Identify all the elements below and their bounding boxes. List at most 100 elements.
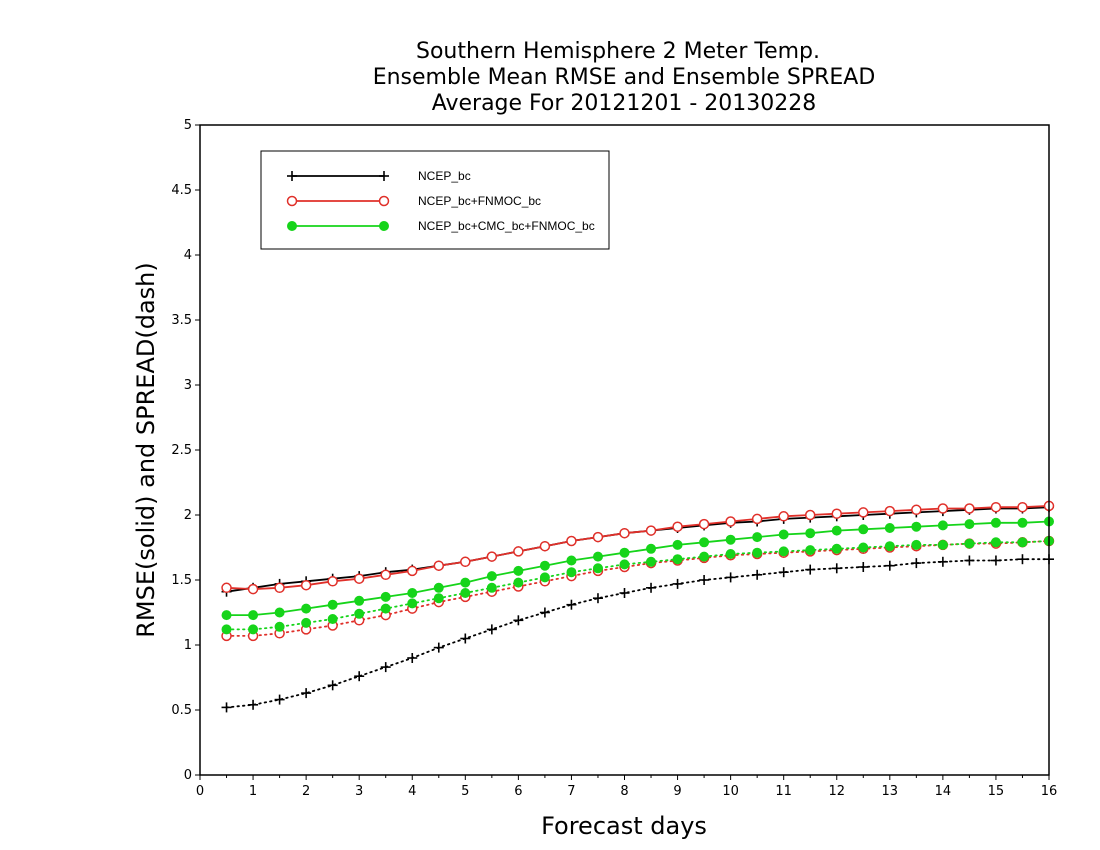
- spread-point: [221, 702, 232, 713]
- rmse-point: [327, 599, 338, 610]
- rmse-point: [858, 507, 869, 518]
- y-tick-label: 2: [184, 508, 192, 523]
- y-tick-label: 3: [184, 378, 192, 393]
- series-layer: [221, 500, 1055, 713]
- rmse-point: [937, 520, 948, 531]
- spread-point: [646, 582, 657, 593]
- spread-point: [858, 562, 869, 572]
- legend-label: NCEP_bc: [418, 169, 471, 183]
- rmse-point: [274, 607, 285, 618]
- spread-point: [486, 624, 497, 635]
- x-tick-label: 12: [828, 784, 845, 799]
- spread-point: [592, 563, 603, 574]
- spread-point: [380, 603, 391, 614]
- spread-point: [513, 615, 524, 626]
- spread-point: [619, 588, 630, 598]
- y-tick-label: 2.5: [171, 443, 192, 458]
- rmse-point: [380, 569, 391, 581]
- rmse-point: [301, 603, 312, 614]
- spread-point: [752, 569, 763, 580]
- spread-point: [699, 551, 710, 562]
- spread-point: [380, 662, 391, 673]
- spread-point: [327, 680, 338, 691]
- spread-point: [301, 688, 312, 699]
- rmse-point: [645, 525, 657, 536]
- rmse-point: [433, 560, 445, 571]
- rmse-point: [300, 579, 312, 591]
- series-NCEP_bc+CMC_bc+FNMOC_bc: [221, 516, 1054, 635]
- spread-point: [354, 671, 365, 682]
- rmse-point: [831, 508, 842, 519]
- spread-point: [752, 547, 763, 558]
- y-tick-label: 1: [184, 638, 192, 653]
- rmse-point: [539, 560, 550, 571]
- rmse-point: [831, 525, 842, 536]
- rmse-point: [751, 513, 763, 525]
- rmse-point: [513, 546, 524, 557]
- rmse-point: [990, 517, 1001, 528]
- rmse-point: [248, 610, 259, 621]
- x-tick-label: 11: [775, 784, 792, 799]
- x-tick-label: 9: [673, 784, 681, 799]
- rmse-point: [778, 511, 789, 522]
- rmse-point: [327, 576, 338, 587]
- x-tick-label: 0: [196, 784, 204, 799]
- rmse-point: [911, 504, 922, 516]
- legend-label: NCEP_bc+FNMOC_bc: [418, 194, 541, 208]
- x-tick-label: 2: [302, 784, 310, 799]
- spread-point: [539, 607, 550, 618]
- spread-point: [911, 558, 922, 569]
- spread-point: [831, 543, 842, 554]
- spread-point: [964, 538, 975, 549]
- rmse-point: [699, 537, 710, 548]
- title-line-1: Southern Hemisphere 2 Meter Temp.: [416, 39, 820, 64]
- rmse-point: [433, 582, 444, 593]
- spread-point: [778, 546, 789, 557]
- rmse-point: [539, 540, 551, 552]
- y-tick-label: 0: [184, 768, 192, 783]
- legend-entry: NCEP_bc+FNMOC_bc: [286, 194, 541, 208]
- rmse-point: [221, 582, 232, 594]
- x-tick-label: 7: [567, 784, 575, 799]
- rmse-point: [460, 577, 471, 588]
- legend-marker-start: [287, 221, 297, 231]
- rmse-point: [566, 555, 577, 566]
- spread-point: [911, 539, 922, 550]
- legend-marker-end: [379, 221, 389, 231]
- spread-point: [513, 577, 524, 588]
- spread-point: [301, 617, 312, 628]
- spread-point: [221, 624, 232, 635]
- rmse-point: [672, 521, 683, 532]
- spread-point: [354, 608, 365, 619]
- spread-point: [433, 593, 444, 604]
- x-tick-label: 15: [988, 784, 1005, 799]
- spread-point: [884, 541, 895, 552]
- rmse-point: [990, 501, 1002, 513]
- rmse-point: [486, 551, 498, 562]
- rmse-point: [804, 509, 816, 521]
- spread-point: [937, 539, 948, 550]
- rmse-point: [513, 565, 524, 576]
- rmse-point: [964, 503, 975, 514]
- spread-point: [566, 599, 577, 610]
- legend-marker-start: [287, 171, 297, 181]
- x-tick-label: 14: [935, 784, 952, 799]
- chart-title: Southern Hemisphere 2 Meter Temp. Ensemb…: [373, 39, 876, 116]
- spread-point: [327, 614, 338, 624]
- rmse-point: [778, 529, 789, 540]
- legend: NCEP_bc NCEP_bc+FNMOC_bc NCEP_bc+CMC_bc+FN…: [260, 150, 610, 250]
- spread-point: [725, 572, 736, 583]
- legend-entry: NCEP_bc: [287, 169, 471, 183]
- spread-point: [990, 555, 1001, 566]
- rmse-point: [221, 610, 232, 621]
- rmse-point: [646, 543, 657, 554]
- title-line-2: Ensemble Mean RMSE and Ensemble SPREAD: [373, 65, 876, 90]
- legend-label: NCEP_bc+CMC_bc+FNMOC_bc: [418, 219, 595, 233]
- x-axis: 0 1 2 3 4 5 6 7 8 9 10 11 12 13 14 15 16: [196, 775, 1057, 799]
- spread-point: [460, 588, 471, 598]
- rmse-point: [752, 532, 763, 543]
- rmse-point: [858, 524, 869, 535]
- rmse-point: [407, 588, 418, 598]
- rmse-point: [619, 527, 630, 539]
- legend-entry: NCEP_bc+CMC_bc+FNMOC_bc: [287, 219, 595, 233]
